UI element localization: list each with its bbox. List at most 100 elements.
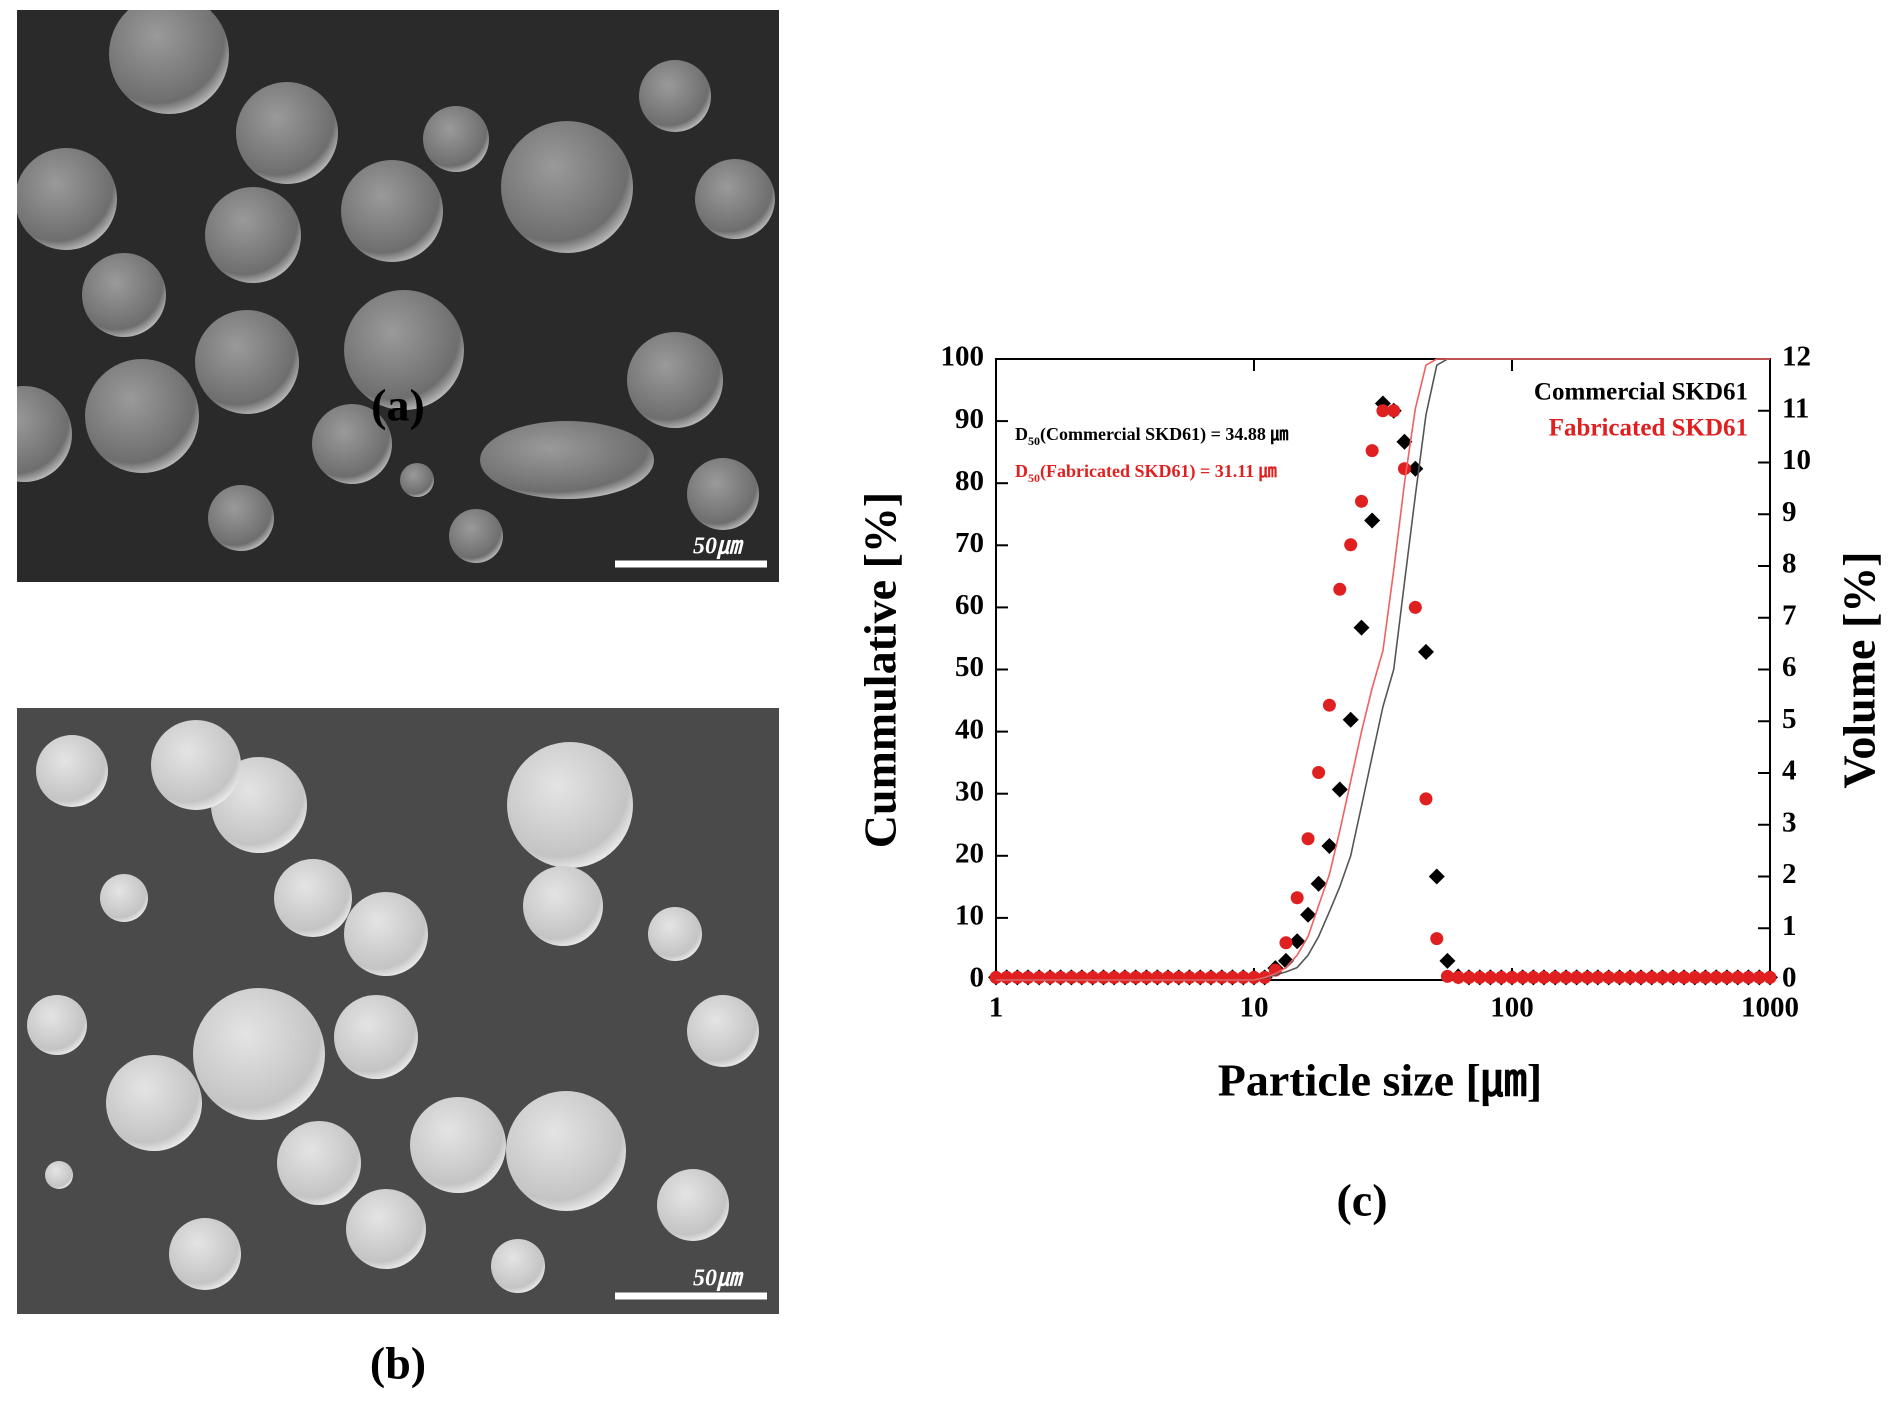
data-point <box>1494 970 1508 984</box>
data-point <box>1516 970 1530 984</box>
y2-tick-label: 0 <box>1782 962 1797 994</box>
y-tick-label: 100 <box>941 341 985 373</box>
cumulative-line <box>996 358 1770 981</box>
legend-entry: Fabricated SKD61 <box>1549 415 1748 442</box>
y2-tick-label: 1 <box>1782 910 1797 942</box>
data-point <box>1277 952 1294 969</box>
scale-bar-label: 50㎛ <box>693 1266 744 1292</box>
annotation: D50(Commercial SKD61) = 34.88 ㎛ <box>1015 424 1288 448</box>
annotation-subscript: 50 <box>1028 434 1040 448</box>
y2-tick-label: 9 <box>1782 496 1797 528</box>
data-point <box>1666 970 1680 984</box>
y-tick-label: 10 <box>955 900 984 932</box>
legend-entry: Commercial SKD61 <box>1534 379 1748 406</box>
x-axis-title: Particle size [㎛] <box>1218 1055 1542 1108</box>
y-tick-label: 50 <box>955 651 984 683</box>
annotation: D50(Fabricated SKD61) = 31.11 ㎛ <box>1015 461 1277 485</box>
y-axis-title: Cummulative [%] <box>855 492 906 848</box>
data-point <box>1376 404 1390 418</box>
data-point <box>1312 765 1326 779</box>
panel-label: (c) <box>1336 1175 1387 1226</box>
y2-tick-label: 11 <box>1782 392 1809 424</box>
data-point <box>1342 711 1359 728</box>
data-point <box>1408 600 1422 614</box>
data-point <box>1483 970 1497 984</box>
y-tick-label: 30 <box>955 775 984 807</box>
data-point <box>1645 970 1659 984</box>
y-tick-label: 70 <box>955 527 984 559</box>
data-point <box>1677 970 1691 984</box>
y-tick-label: 90 <box>955 403 984 435</box>
y-tick-label: 80 <box>955 465 984 497</box>
data-point <box>1526 970 1540 984</box>
data-point <box>1333 582 1347 596</box>
data-point <box>1397 462 1411 476</box>
y2-tick-label: 4 <box>1782 755 1797 787</box>
plot-frame <box>995 358 1771 981</box>
y-tick-label: 20 <box>955 837 984 869</box>
data-point <box>1279 936 1293 950</box>
x-tick-label: 1 <box>989 992 1004 1024</box>
data-point <box>1439 952 1456 969</box>
y2-tick-label: 6 <box>1782 651 1797 683</box>
data-point <box>1440 969 1454 983</box>
y-tick-label: 0 <box>970 962 985 994</box>
data-point <box>1570 970 1584 984</box>
data-point <box>1322 698 1336 712</box>
data-point <box>1451 970 1465 984</box>
data-point <box>1300 906 1317 923</box>
y2-tick-label: 7 <box>1782 599 1797 631</box>
data-point <box>1331 781 1348 798</box>
data-point <box>1688 970 1702 984</box>
data-point <box>1353 619 1370 636</box>
data-point <box>1634 970 1648 984</box>
y2-tick-label: 8 <box>1782 548 1797 580</box>
data-point <box>1387 404 1401 418</box>
data-point <box>1548 970 1562 984</box>
panel-label: (a) <box>371 380 425 431</box>
data-point <box>1021 970 1035 984</box>
data-point <box>1537 970 1551 984</box>
panel-label: (b) <box>370 1338 426 1389</box>
data-point <box>1430 932 1444 946</box>
data-point <box>1344 538 1358 552</box>
annotation-text: (Fabricated SKD61) = 31.11 ㎛ <box>1040 461 1277 482</box>
data-point <box>1655 970 1669 984</box>
data-point <box>1602 970 1616 984</box>
data-point <box>1580 970 1594 984</box>
y2-axis-title: Volume [%] <box>1834 551 1885 788</box>
data-point <box>1623 970 1637 984</box>
data-point <box>1310 875 1327 892</box>
data-point <box>1354 494 1368 508</box>
data-point <box>1396 433 1413 450</box>
y2-tick-label: 12 <box>1782 341 1811 373</box>
x-tick-label: 10 <box>1240 992 1269 1024</box>
data-point <box>1417 643 1434 660</box>
y-tick-label: 60 <box>955 589 984 621</box>
cumulative-line <box>996 358 1770 981</box>
y-tick-label: 40 <box>955 713 984 745</box>
annotation-text: (Commercial SKD61) = 34.88 ㎛ <box>1040 424 1288 445</box>
data-point <box>1559 970 1573 984</box>
scale-bar-label: 50㎛ <box>693 534 744 560</box>
data-point <box>1419 792 1433 806</box>
sem-image-a <box>17 10 779 582</box>
data-point <box>1752 970 1766 984</box>
data-point <box>1741 970 1755 984</box>
data-point <box>1698 970 1712 984</box>
data-point <box>1321 837 1338 854</box>
data-point <box>1365 444 1379 458</box>
data-point <box>1731 970 1745 984</box>
data-point <box>1612 970 1626 984</box>
data-point <box>1763 970 1777 984</box>
y2-tick-label: 2 <box>1782 858 1797 890</box>
sem-image-b <box>17 708 779 1314</box>
data-point <box>1290 891 1304 905</box>
data-point <box>1505 970 1519 984</box>
annotation-text: D <box>1015 424 1028 444</box>
data-point <box>1428 868 1445 885</box>
x-tick-label: 1000 <box>1741 992 1799 1024</box>
data-point <box>1720 970 1734 984</box>
y2-tick-label: 5 <box>1782 703 1797 735</box>
